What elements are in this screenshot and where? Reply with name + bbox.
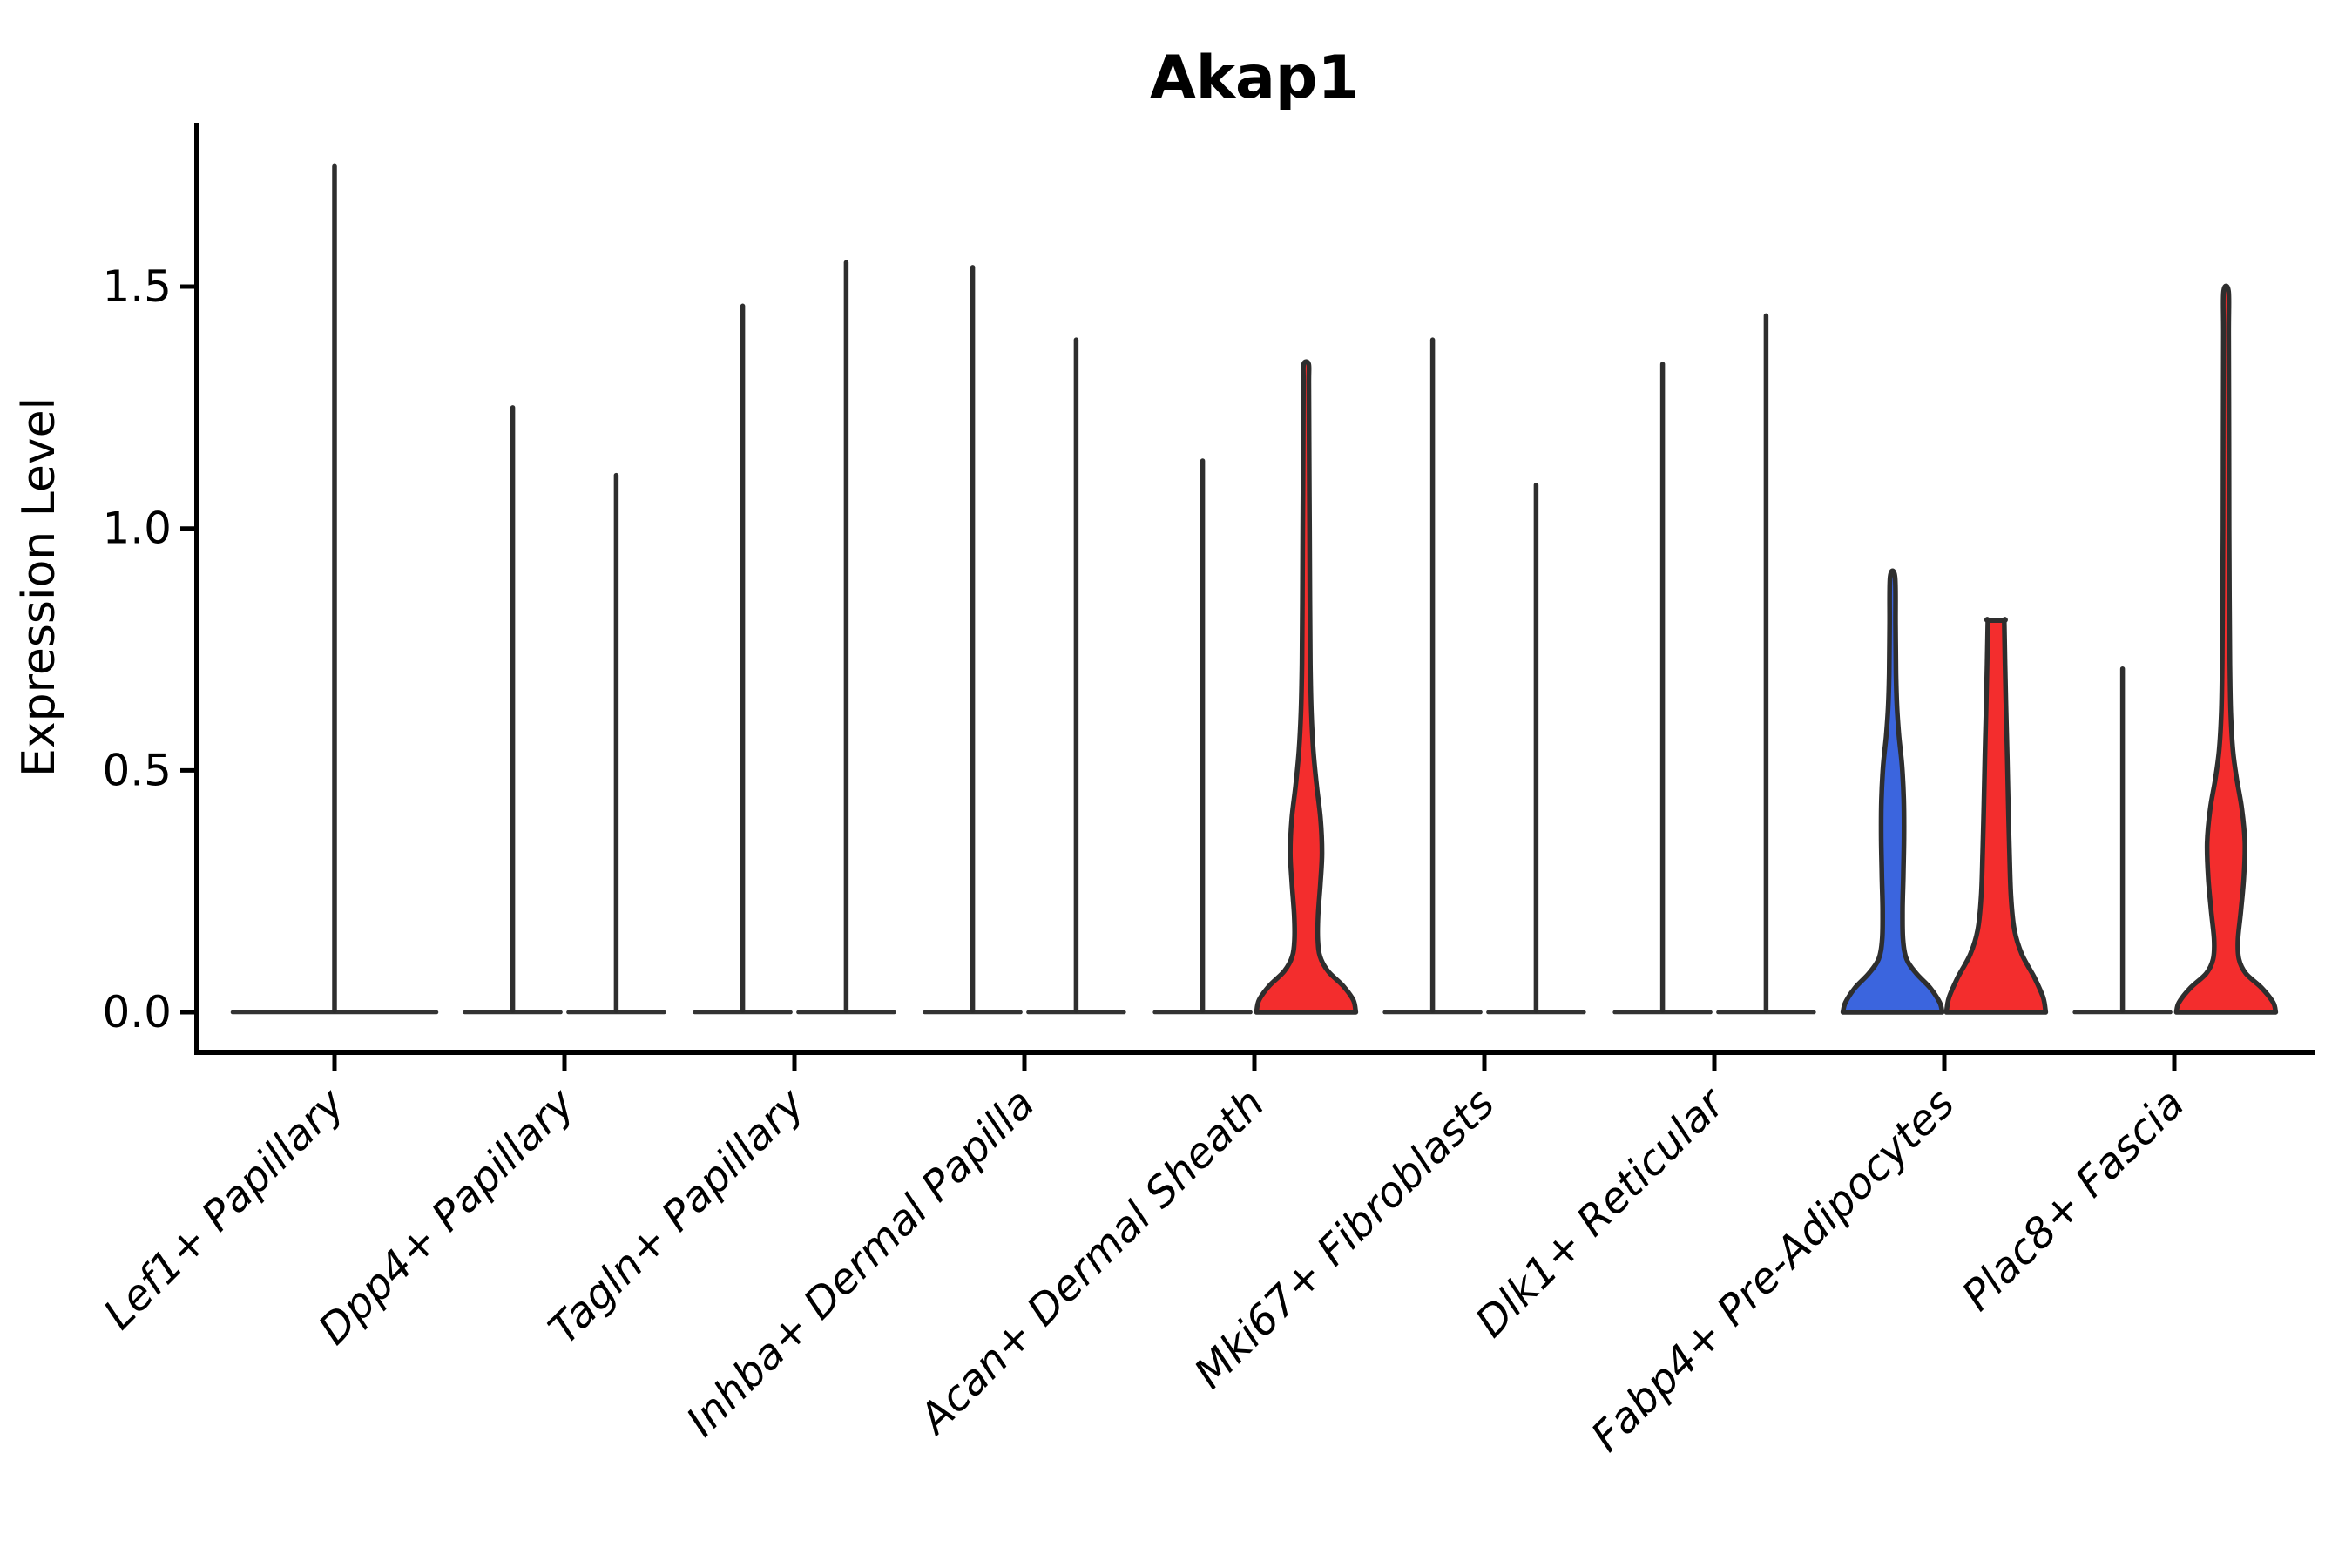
y-tick-label: 0.0 [102,987,172,1037]
x-category-label: Dpp4+ Papillary [309,1078,585,1354]
x-category-label: Fabp4+ Pre-Adipocytes [1582,1079,1964,1462]
violin-body [2173,283,2279,1015]
violin-body [1254,359,1359,1015]
x-category-label: Dlk1+ Reticular [1466,1078,1736,1348]
y-tick-label: 1.5 [102,261,172,312]
x-category-label: Lef1+ Papillary [94,1078,355,1339]
x-category-label: Plac8+ Fascia [1953,1079,2194,1321]
violin-body [1943,617,2049,1015]
y-tick-label: 0.5 [102,745,172,795]
plot-title: Akap1 [1150,44,1359,112]
x-category-label: Tagln+ Papillary [539,1078,814,1354]
y-tick-label: 1.0 [102,504,172,554]
y-axis-label: Expression Level [13,397,65,777]
violin-body [1840,568,1945,1015]
